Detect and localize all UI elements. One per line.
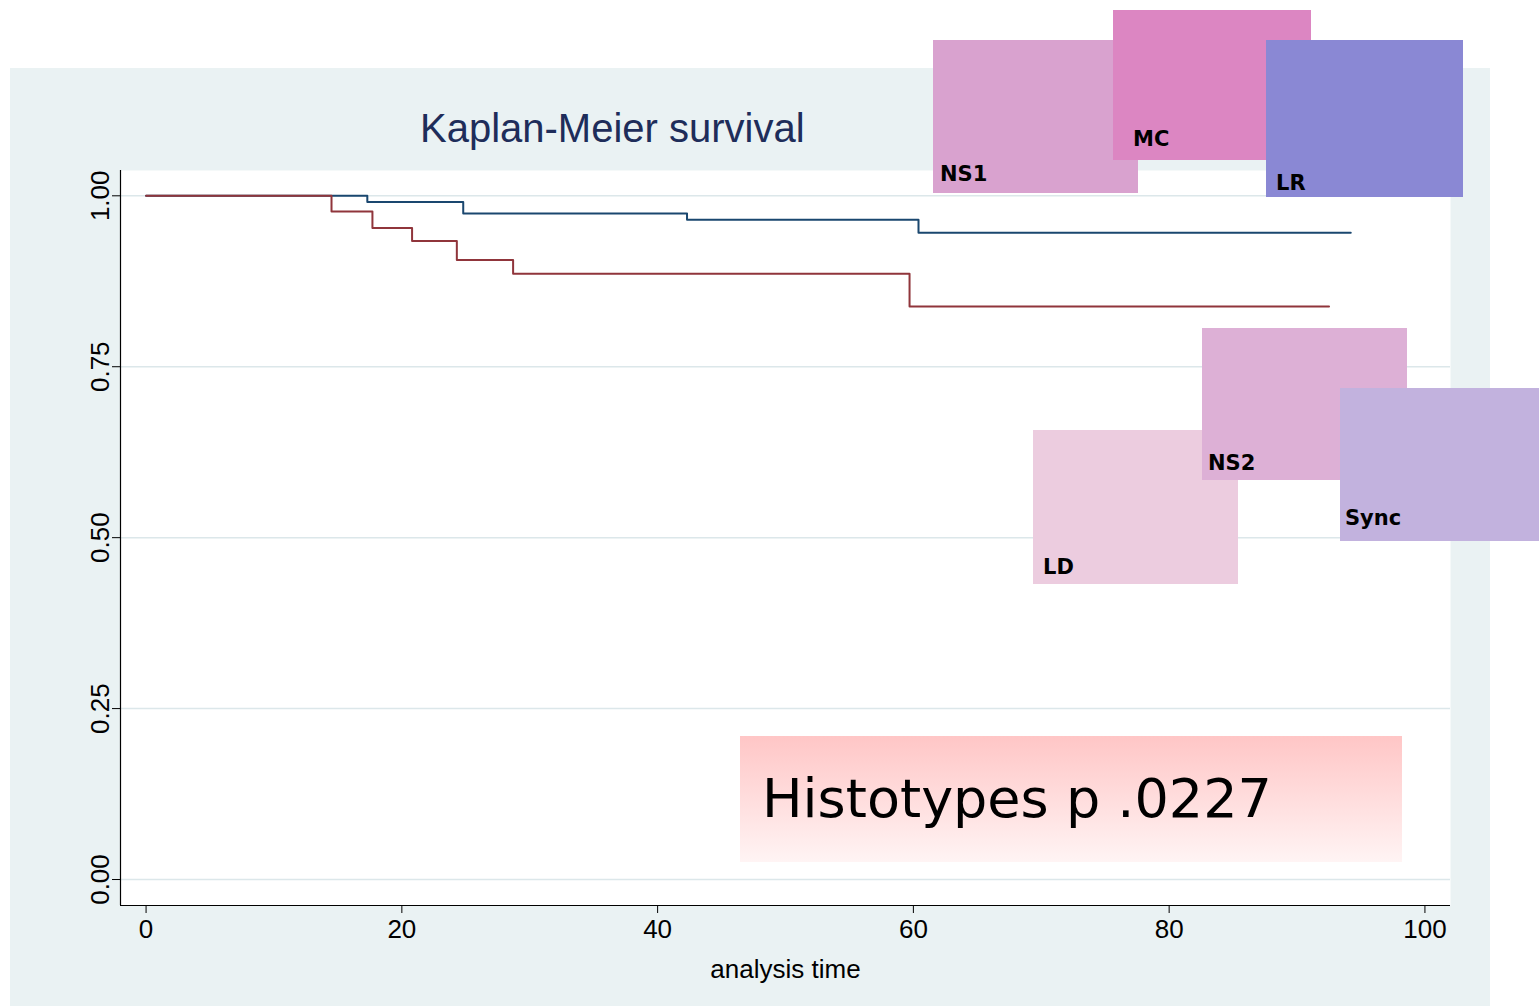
svg-text:0.25: 0.25 [85,683,115,734]
svg-text:0: 0 [139,914,153,944]
svg-text:MC: MC [1133,127,1169,151]
svg-text:LR: LR [1276,171,1306,195]
html-text:Histotypes p .0227: Histotypes p .0227 [762,767,1272,830]
svg-text:analysis time: analysis time [710,954,860,984]
svg-text:100: 100 [1403,914,1446,944]
svg-text:Sync: Sync [1345,506,1401,530]
html-text:Kaplan-Meier survival: Kaplan-Meier survival [420,106,805,150]
svg-text:0.00: 0.00 [85,854,115,905]
svg-text:0.75: 0.75 [85,341,115,392]
svg-text:LD: LD [1043,555,1074,579]
svg-text:80: 80 [1155,914,1184,944]
svg-text:20: 20 [387,914,416,944]
svg-text:40: 40 [643,914,672,944]
svg-text:NS2: NS2 [1208,451,1255,475]
svg-text:1.00: 1.00 [85,170,115,221]
svg-text:0.50: 0.50 [85,512,115,563]
svg-text:60: 60 [899,914,928,944]
svg-text:NS1: NS1 [940,162,987,186]
